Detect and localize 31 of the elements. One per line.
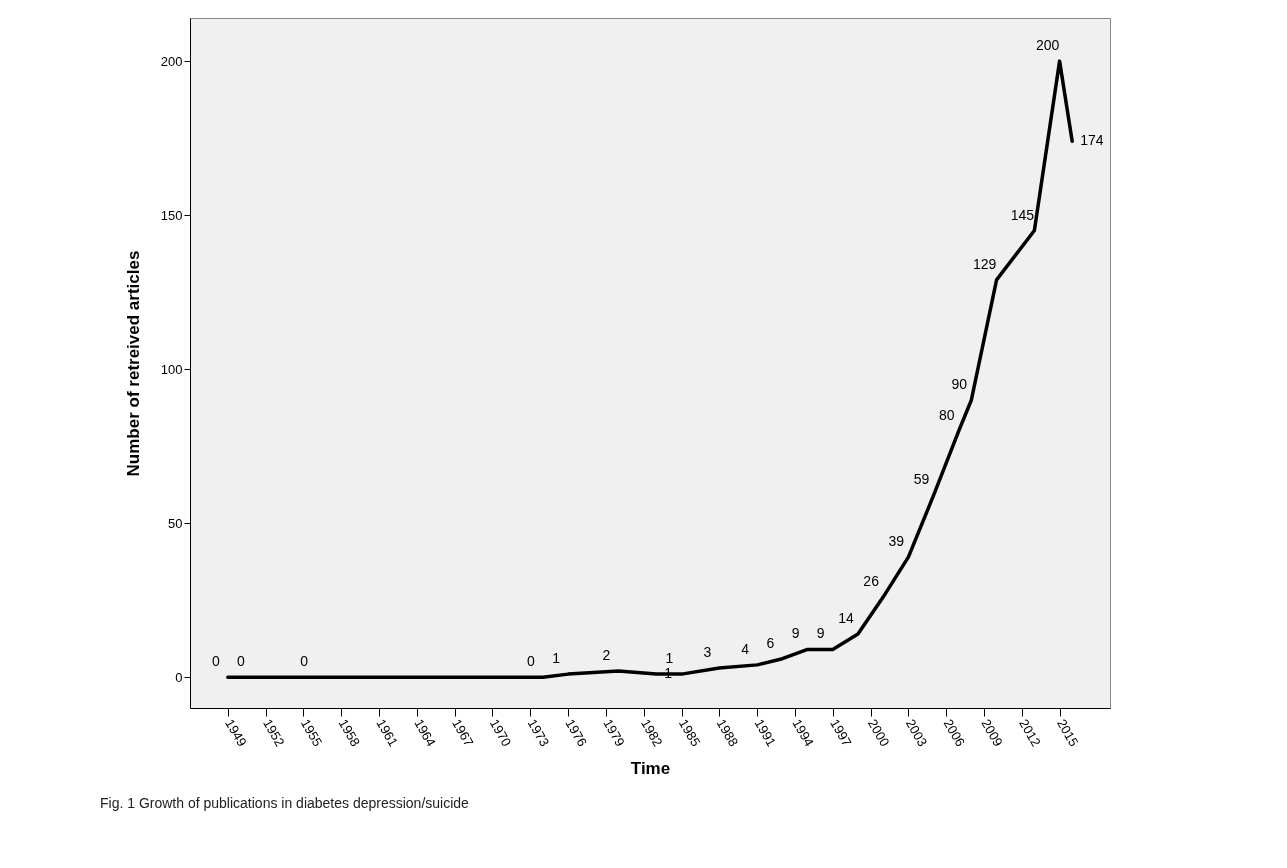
y-tick-label: 100 xyxy=(160,361,183,377)
data-label: 90 xyxy=(951,375,968,392)
data-label: 80 xyxy=(938,406,955,423)
data-label: 59 xyxy=(913,471,930,488)
data-label: 2 xyxy=(602,647,611,664)
x-axis-title: Time xyxy=(630,759,671,779)
data-label: 129 xyxy=(972,255,997,272)
data-label: 14 xyxy=(838,610,854,627)
line-series xyxy=(226,59,1074,679)
data-label: 0 xyxy=(211,653,220,670)
caption: Fig. 1 Growth of publications in diabetes depression/suicide xyxy=(100,794,470,811)
data-label: 4 xyxy=(741,640,750,657)
y-tick-label: 0 xyxy=(175,669,183,685)
data-label: 6 xyxy=(766,634,775,651)
data-label: 9 xyxy=(791,625,800,642)
y-tick-label: 200 xyxy=(160,53,183,69)
data-label: 145 xyxy=(1010,206,1035,223)
data-label: 1 xyxy=(665,650,674,667)
data-label: 9 xyxy=(816,625,825,642)
y-tick-label: 150 xyxy=(160,207,183,223)
y-tick-label: 50 xyxy=(168,515,183,531)
data-label: 3 xyxy=(703,643,712,660)
data-label: 0 xyxy=(237,653,246,670)
y-axis-title: Number of retreived articles xyxy=(123,250,143,477)
data-label: 1 xyxy=(552,650,561,667)
data-label: 39 xyxy=(888,533,905,550)
data-label: 0 xyxy=(526,653,535,670)
data-label: 174 xyxy=(1080,132,1104,149)
data-label: 0 xyxy=(300,653,309,670)
data-label: 200 xyxy=(1035,37,1060,54)
data-label: 26 xyxy=(863,573,880,590)
